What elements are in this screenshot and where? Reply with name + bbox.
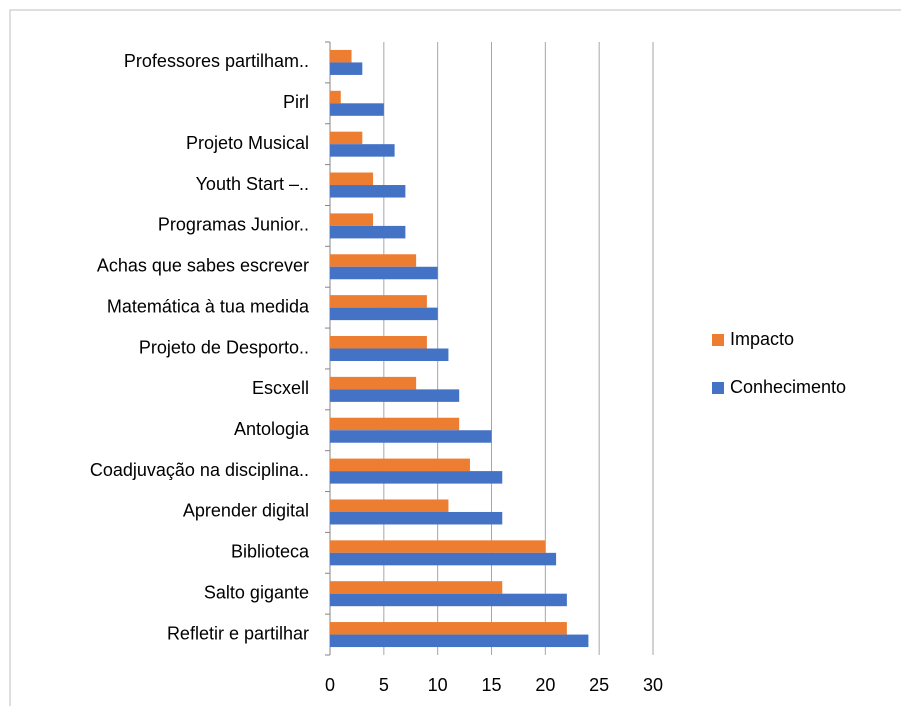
bar	[330, 511, 503, 525]
y-tick-label: Refletir e partilhar	[167, 623, 309, 643]
bar	[330, 307, 438, 321]
bar	[330, 634, 589, 648]
bar	[330, 213, 374, 226]
x-tick-label: 10	[428, 675, 448, 695]
bar	[330, 552, 557, 566]
bar	[330, 376, 417, 390]
x-tick-label: 5	[379, 675, 389, 695]
bar	[330, 62, 363, 75]
y-tick-label: Youth Start –..	[196, 174, 309, 194]
bar	[330, 103, 384, 116]
legend-label: Impacto	[730, 329, 794, 349]
bar	[330, 622, 567, 635]
y-tick-label: Projeto de Desporto..	[139, 337, 309, 357]
y-tick-label: Aprender digital	[183, 501, 309, 521]
legend-swatch	[712, 382, 724, 394]
bar	[330, 540, 546, 553]
bar	[330, 172, 374, 186]
x-tick-label: 30	[643, 675, 663, 695]
y-tick-label: Projeto Musical	[186, 133, 309, 153]
bar	[330, 90, 341, 104]
y-tick-label: Biblioteca	[231, 542, 310, 562]
bar	[330, 49, 352, 63]
bar	[330, 417, 460, 431]
bar	[330, 348, 449, 361]
bar	[330, 131, 363, 145]
y-tick-label: Programas Junior..	[158, 215, 309, 235]
legend-label: Conhecimento	[730, 377, 846, 397]
y-tick-label: Coadjuvação na disciplina..	[90, 460, 309, 480]
bar	[330, 266, 438, 280]
bar	[330, 254, 417, 267]
legend-swatch	[712, 334, 724, 346]
y-tick-label: Matemática à tua medida	[107, 296, 310, 316]
y-tick-label: Salto gigante	[204, 582, 309, 602]
y-tick-label: Escxell	[252, 378, 309, 398]
bar	[330, 430, 492, 443]
bar	[330, 389, 460, 402]
bar	[330, 336, 427, 349]
x-tick-label: 20	[535, 675, 555, 695]
y-tick-label: Antologia	[234, 419, 310, 439]
bar	[330, 185, 406, 198]
x-tick-label: 25	[589, 675, 609, 695]
bar	[330, 581, 503, 594]
bar	[330, 458, 470, 472]
y-tick-label: Achas que sabes escrever	[97, 256, 309, 276]
bar	[330, 295, 427, 308]
bar	[330, 225, 406, 239]
y-tick-label: Pirl	[283, 92, 309, 112]
y-tick-label: Professores partilham..	[124, 51, 309, 71]
bar	[330, 471, 503, 484]
x-tick-label: 15	[481, 675, 501, 695]
bar	[330, 144, 395, 157]
x-tick-label: 0	[325, 675, 335, 695]
bar	[330, 499, 449, 512]
bar	[330, 593, 567, 607]
